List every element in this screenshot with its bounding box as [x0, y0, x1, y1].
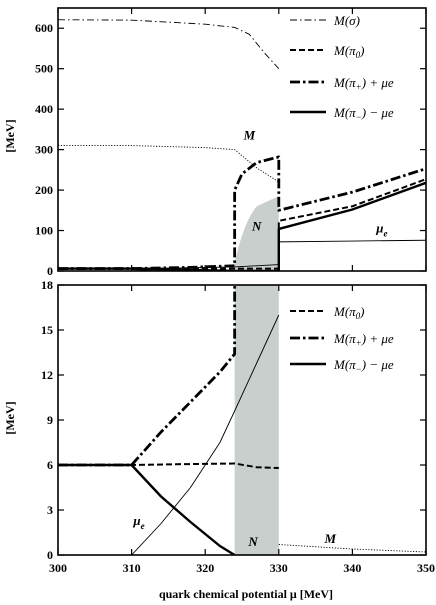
- y-tick-label: 6: [47, 458, 53, 472]
- legend-top: M(σ) M(π0) M(π+) + μe M(π−) − μe: [290, 13, 394, 122]
- legend-label: M(π−) − μe: [333, 105, 394, 122]
- y-tick-label: 600: [35, 21, 53, 35]
- top-y-axis-label: [MeV]: [3, 119, 17, 152]
- shaded-region: [234, 196, 279, 271]
- x-tick-label: 300: [49, 561, 67, 575]
- legend-bottom: M(π0) M(π+) + μe M(π−) − μe: [290, 304, 394, 374]
- series-line: [131, 314, 280, 555]
- curve-label: N: [251, 219, 262, 234]
- legend-label: M(π−) − μe: [333, 357, 394, 374]
- curve-label: M: [324, 531, 337, 546]
- y-tick-label: 500: [35, 62, 53, 76]
- y-tick-label: 300: [35, 143, 53, 157]
- shaded-region: [234, 285, 279, 555]
- x-tick-label: 320: [196, 561, 214, 575]
- legend-label: M(π+) + μe: [333, 331, 394, 348]
- y-tick-label: 100: [35, 224, 53, 238]
- curve-label: N: [247, 534, 258, 549]
- y-tick-label: 400: [35, 102, 53, 116]
- x-tick-label: 340: [343, 561, 361, 575]
- x-tick-label: 310: [123, 561, 141, 575]
- y-tick-label: 9: [47, 413, 53, 427]
- series-line: [58, 155, 426, 270]
- plot-frame: [57, 7, 427, 272]
- y-tick-label: 18: [41, 278, 53, 292]
- curve-label: μe: [375, 221, 387, 239]
- y-tick-label: 3: [47, 503, 53, 517]
- top-chart: 0 100 200 300 400 500 600 M N μe M(σ) M(π0) M(π+) + …: [35, 7, 427, 278]
- series-line: [58, 19, 280, 69]
- series-line: [58, 285, 237, 467]
- series-line: [58, 145, 280, 183]
- x-axis-label: quark chemical potential μ [MeV]: [159, 587, 333, 601]
- y-tick-label: 0: [47, 548, 53, 562]
- x-tick-label: 330: [270, 561, 288, 575]
- legend-label: M(σ): [333, 13, 360, 28]
- y-tick-label: 0: [47, 264, 53, 278]
- curve-label: M: [243, 128, 256, 143]
- legend-label: M(π0): [333, 43, 365, 60]
- legend-label: M(π0): [333, 304, 365, 321]
- series-line: [58, 463, 236, 555]
- y-tick-label: 12: [41, 368, 53, 382]
- y-tick-label: 15: [41, 323, 53, 337]
- y-tick-label: 200: [35, 183, 53, 197]
- bottom-y-axis-label: [MeV]: [3, 401, 17, 434]
- series-line: [58, 462, 279, 469]
- legend-label: M(π+) + μe: [333, 75, 394, 92]
- curve-label: μe: [132, 513, 144, 531]
- x-tick-label: 350: [417, 561, 435, 575]
